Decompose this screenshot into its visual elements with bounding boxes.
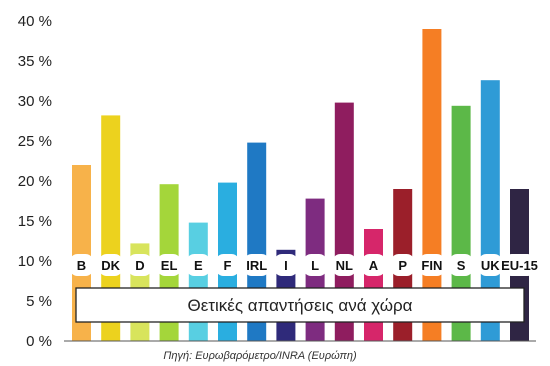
category-label: FIN: [421, 258, 442, 273]
category-label-bg: [390, 254, 415, 276]
category-label: A: [369, 258, 379, 273]
category-label-bg: [157, 254, 182, 276]
category-label-bg: [273, 254, 298, 276]
category-label-bg: [449, 254, 474, 276]
category-label: P: [398, 258, 407, 273]
category-label-bg: [478, 254, 503, 276]
y-tick-label: 40 %: [18, 13, 52, 30]
category-label-bg: [243, 254, 270, 276]
category-label-bg: [303, 254, 328, 276]
source-note: Πηγή: Ευρωβαρόμετρο/INRA (Ευρώπη): [163, 350, 357, 362]
category-label: D: [135, 258, 144, 273]
y-tick-label: 20 %: [18, 173, 52, 190]
category-label: E: [194, 258, 203, 273]
category-label-bg: [418, 254, 445, 276]
category-label: EL: [161, 258, 178, 273]
y-tick-label: 25 %: [18, 133, 52, 150]
category-label: DK: [101, 258, 120, 273]
bar-nl: [334, 102, 354, 341]
category-label: EU-15: [501, 258, 538, 273]
category-labels: B DK D EL E F IRL I L NL A P FIN S UK EU-15: [69, 254, 538, 276]
y-tick-label: 0 %: [26, 333, 52, 350]
banner: Θετικές απαντήσεις ανά χώρα: [75, 287, 525, 323]
category-label-bg: [503, 254, 536, 276]
category-label-bg: [186, 254, 211, 276]
y-tick-label: 5 %: [26, 293, 52, 310]
category-label-bg: [127, 254, 152, 276]
bar-s: [451, 105, 471, 341]
category-label: B: [77, 258, 86, 273]
bar-a: [364, 229, 383, 341]
category-label: I: [284, 258, 288, 273]
category-label-bg: [215, 254, 240, 276]
category-label-bg: [98, 254, 123, 276]
category-label: S: [457, 258, 466, 273]
y-axis: 0 % 5 % 10 % 15 % 20 % 25 % 30 % 35 % 40 %: [18, 13, 52, 350]
category-label-bg: [69, 254, 94, 276]
category-label: IRL: [246, 258, 267, 273]
bar-e: [188, 222, 208, 341]
y-tick-label: 15 %: [18, 213, 52, 230]
banner-box: [75, 287, 525, 323]
y-tick-label: 10 %: [18, 253, 52, 270]
y-tick-label: 30 %: [18, 93, 52, 110]
bar-dk: [101, 115, 121, 342]
category-label: NL: [336, 258, 353, 273]
category-label: F: [224, 258, 232, 273]
y-tick-label: 35 %: [18, 53, 52, 70]
category-label-bg: [332, 254, 357, 276]
category-label: L: [311, 258, 319, 273]
category-label-bg: [361, 254, 386, 276]
banner-text: Θετικές απαντήσεις ανά χώρα: [188, 296, 413, 315]
category-label: UK: [481, 258, 500, 273]
